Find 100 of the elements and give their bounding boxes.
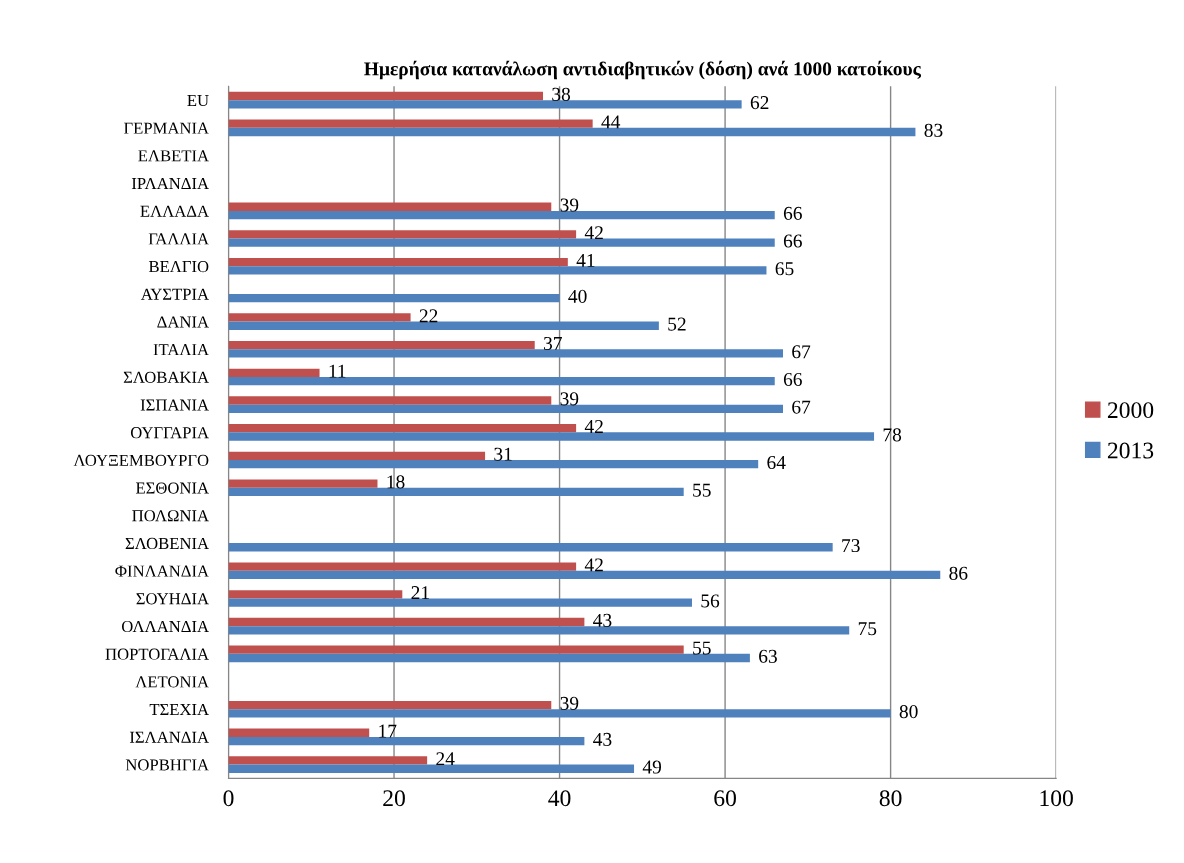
data-label: 17 — [379, 724, 397, 738]
bar — [228, 590, 403, 599]
chart-title: Ημερήσια κατανάλωση αντιδιαβητικών (δόση) ανά 1000 κατοίκους — [364, 60, 922, 80]
data-label: 41 — [576, 253, 595, 267]
y-tick-label: ΠΟΛΩΝΙΑ — [132, 510, 209, 522]
data-label: 66 — [783, 372, 802, 387]
data-label: 64 — [767, 456, 786, 470]
bar — [228, 293, 560, 303]
y-tick-label: ΣΛΟΒΑΚΙΑ — [123, 371, 209, 383]
bar — [228, 487, 684, 497]
y-tick-label: ΣΛΟΒΕΝΙΑ — [125, 537, 209, 550]
bar — [228, 598, 692, 607]
data-label: 22 — [419, 309, 438, 323]
data-label: 80 — [899, 705, 918, 719]
y-tick-label: ΓΑΛΛΙΑ — [148, 233, 209, 245]
data-label: 42 — [584, 226, 603, 240]
data-label: 67 — [792, 400, 811, 414]
data-label: 66 — [783, 206, 802, 220]
x-tick-label: 20 — [383, 790, 405, 807]
x-tick-label: 100 — [1040, 790, 1073, 807]
data-label: 39 — [560, 696, 579, 710]
data-label: 39 — [560, 392, 579, 406]
data-label: 86 — [949, 566, 968, 580]
y-tick-label: ΛΟΥΞΕΜΒΟΥΡΓΟ — [73, 454, 209, 466]
data-label: 78 — [883, 428, 902, 442]
y-tick-label: ΠΟΡΤΟΓΑΛΙΑ — [105, 648, 209, 660]
bar — [228, 376, 775, 386]
bar — [228, 736, 585, 746]
bar — [228, 460, 759, 469]
y-tick-label: ΟΛΛΑΝΔΙΑ — [121, 620, 209, 633]
data-label: 56 — [701, 594, 720, 608]
data-label: 42 — [584, 420, 603, 433]
bar — [228, 645, 684, 654]
data-label: 38 — [552, 87, 571, 101]
bar — [228, 479, 378, 488]
data-label: 52 — [668, 317, 686, 331]
y-tick-label: ΙΣΠΑΝΙΑ — [140, 399, 209, 411]
bar — [228, 626, 850, 635]
bar — [228, 368, 320, 377]
legend-label: 2000 — [1107, 402, 1154, 419]
bar — [228, 313, 411, 322]
bar — [228, 756, 428, 765]
y-tick-label: ΛΕΤΟΝΙΑ — [135, 676, 209, 688]
bar — [228, 210, 775, 220]
y-tick-label: ΝΟΡΒΗΓΙΑ — [125, 759, 209, 771]
data-label: 11 — [329, 364, 346, 378]
data-label: 65 — [775, 262, 794, 276]
y-tick-label: ΕΛΛΑΔΑ — [140, 205, 209, 217]
data-label: 66 — [783, 234, 802, 248]
x-tick-label: 60 — [714, 790, 736, 807]
bar — [228, 653, 750, 663]
bar — [228, 764, 635, 773]
bar — [228, 127, 916, 137]
data-label: 43 — [593, 613, 612, 627]
bar — [228, 728, 370, 737]
data-label: 49 — [642, 760, 662, 774]
data-label: 55 — [693, 483, 711, 497]
data-label: 18 — [387, 475, 405, 489]
data-label: 83 — [924, 123, 943, 137]
data-label: 40 — [568, 289, 587, 303]
data-label: 21 — [411, 586, 429, 599]
data-label: 37 — [543, 336, 562, 351]
x-tick-label: 0 — [223, 790, 234, 807]
bar — [228, 432, 875, 441]
data-label: 67 — [792, 345, 811, 359]
y-tick-label: ΕΣΘΟΝΙΑ — [135, 482, 209, 494]
bar — [228, 700, 552, 710]
bar — [228, 570, 941, 580]
data-label: 55 — [693, 641, 711, 655]
x-tick-label: 40 — [548, 790, 571, 807]
y-tick-label: ΒΕΛΓΙΟ — [148, 261, 209, 273]
bar — [228, 543, 833, 552]
y-tick-label: ΕΛΒΕΤΙΑ — [138, 150, 209, 162]
bar — [228, 119, 593, 128]
bar — [228, 100, 742, 109]
data-label: 73 — [842, 539, 860, 553]
data-label: 42 — [584, 558, 603, 572]
y-tick-label: ΤΣΕΧΙΑ — [149, 703, 209, 715]
bar — [228, 562, 577, 571]
bar — [228, 238, 775, 247]
bar — [228, 230, 577, 239]
y-tick-label: ΙΡΛΑΝΔΙΑ — [131, 177, 209, 189]
y-tick-label: ΣΟΥΗΔΙΑ — [136, 593, 209, 605]
bar — [228, 451, 486, 461]
data-label: 75 — [858, 622, 877, 636]
data-label: 62 — [750, 96, 769, 110]
bar — [228, 424, 577, 433]
y-tick-label: EU — [187, 95, 209, 107]
y-tick-label: ΑΥΣΤΡΙΑ — [140, 288, 209, 300]
bar — [228, 321, 659, 330]
bar — [228, 266, 767, 275]
bar — [228, 91, 544, 101]
data-label: 24 — [436, 752, 455, 766]
bar — [228, 404, 784, 413]
y-tick-label: ΦΙΝΛΑΝΔΙΑ — [115, 565, 209, 577]
bar — [228, 617, 585, 627]
x-tick-label: 80 — [879, 790, 902, 807]
bar — [228, 709, 891, 718]
y-tick-label: ΓΕΡΜΑΝΙΑ — [123, 122, 209, 134]
data-label: 63 — [759, 649, 777, 663]
